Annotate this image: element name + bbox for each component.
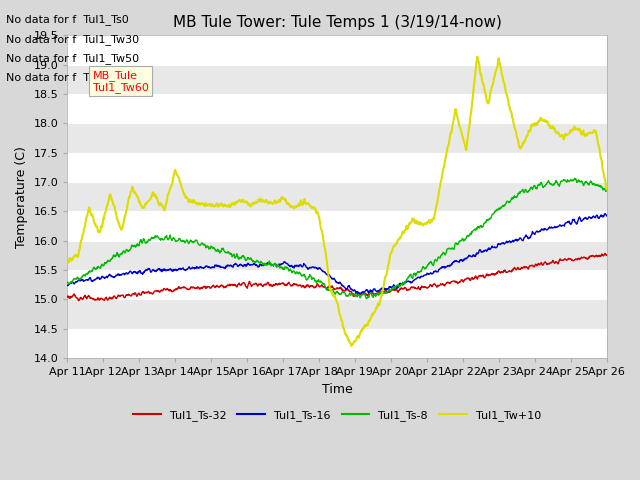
Tul1_Ts-8: [492, 208, 499, 214]
Bar: [67, 329, 607, 358]
Tul1_Tw+10: [63, 259, 71, 265]
Tul1_Ts-16: [601, 211, 609, 216]
Tul1_Ts-32: [601, 251, 609, 256]
Tul1_Ts-8: [421, 266, 429, 272]
Line: Tul1_Ts-8: Tul1_Ts-8: [67, 179, 607, 299]
Tul1_Ts-32: [539, 262, 547, 268]
Bar: [67, 36, 607, 65]
Tul1_Tw+10: [540, 118, 547, 124]
Text: No data for f  Tul1_Tw60: No data for f Tul1_Tw60: [6, 72, 140, 83]
Tul1_Ts-8: [362, 296, 370, 301]
Bar: [67, 182, 607, 211]
Tul1_Tw+10: [474, 54, 481, 60]
Tul1_Ts-32: [244, 283, 252, 288]
Tul1_Ts-32: [421, 284, 429, 290]
Line: Tul1_Ts-32: Tul1_Ts-32: [67, 253, 607, 300]
Text: MB_Tule
Tul1_Tw60: MB_Tule Tul1_Tw60: [93, 70, 148, 93]
Title: MB Tule Tower: Tule Temps 1 (3/19/14-now): MB Tule Tower: Tule Temps 1 (3/19/14-now…: [173, 15, 501, 30]
Y-axis label: Temperature (C): Temperature (C): [15, 146, 28, 248]
Tul1_Ts-8: [539, 184, 547, 190]
Bar: [67, 270, 607, 300]
X-axis label: Time: Time: [321, 383, 353, 396]
Tul1_Ts-8: [170, 235, 178, 241]
Bar: [67, 65, 607, 94]
Tul1_Ts-16: [244, 262, 252, 268]
Bar: [67, 300, 607, 329]
Tul1_Tw+10: [244, 200, 252, 206]
Bar: [67, 123, 607, 153]
Tul1_Ts-32: [184, 287, 191, 292]
Tul1_Tw+10: [603, 186, 611, 192]
Tul1_Ts-8: [571, 176, 579, 181]
Line: Tul1_Tw+10: Tul1_Tw+10: [67, 57, 607, 346]
Tul1_Ts-32: [75, 298, 83, 303]
Tul1_Ts-16: [492, 245, 499, 251]
Tul1_Ts-8: [63, 279, 71, 285]
Bar: [67, 153, 607, 182]
Tul1_Ts-16: [421, 272, 429, 278]
Tul1_Ts-16: [539, 227, 547, 232]
Tul1_Ts-8: [244, 255, 252, 261]
Tul1_Tw+10: [348, 343, 355, 348]
Tul1_Ts-16: [63, 283, 71, 288]
Tul1_Ts-32: [63, 293, 71, 299]
Tul1_Ts-16: [170, 267, 178, 273]
Tul1_Tw+10: [184, 195, 191, 201]
Tul1_Tw+10: [492, 69, 499, 74]
Tul1_Ts-16: [356, 291, 364, 297]
Line: Tul1_Ts-16: Tul1_Ts-16: [67, 214, 607, 294]
Bar: [67, 211, 607, 240]
Tul1_Ts-16: [603, 213, 611, 219]
Tul1_Ts-32: [171, 288, 179, 293]
Text: No data for f  Tul1_Ts0: No data for f Tul1_Ts0: [6, 14, 129, 25]
Text: No data for f  Tul1_Tw30: No data for f Tul1_Tw30: [6, 34, 140, 45]
Tul1_Ts-8: [603, 188, 611, 193]
Legend: Tul1_Ts-32, Tul1_Ts-16, Tul1_Ts-8, Tul1_Tw+10: Tul1_Ts-32, Tul1_Ts-16, Tul1_Ts-8, Tul1_…: [129, 406, 545, 425]
Text: No data for f  Tul1_Tw50: No data for f Tul1_Tw50: [6, 53, 140, 64]
Bar: [67, 94, 607, 123]
Tul1_Tw+10: [170, 172, 178, 178]
Bar: [67, 240, 607, 270]
Tul1_Ts-8: [184, 238, 191, 243]
Tul1_Ts-16: [184, 266, 191, 272]
Tul1_Ts-32: [492, 271, 499, 277]
Tul1_Tw+10: [421, 220, 429, 226]
Tul1_Ts-32: [603, 252, 611, 258]
